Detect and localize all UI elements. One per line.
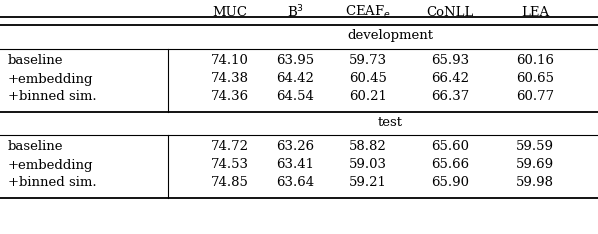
- Text: B$^3$: B$^3$: [286, 4, 304, 20]
- Text: +embedding: +embedding: [8, 158, 93, 172]
- Text: +embedding: +embedding: [8, 73, 93, 85]
- Text: development: development: [347, 29, 433, 43]
- Text: 60.65: 60.65: [516, 73, 554, 85]
- Text: MUC: MUC: [212, 6, 248, 18]
- Text: 58.82: 58.82: [349, 140, 387, 154]
- Text: 60.21: 60.21: [349, 91, 387, 103]
- Text: 60.16: 60.16: [516, 55, 554, 67]
- Text: CEAF$_e$: CEAF$_e$: [345, 4, 391, 20]
- Text: 66.37: 66.37: [431, 91, 469, 103]
- Text: 59.59: 59.59: [516, 140, 554, 154]
- Text: 59.21: 59.21: [349, 176, 387, 190]
- Text: 65.90: 65.90: [431, 176, 469, 190]
- Text: 59.98: 59.98: [516, 176, 554, 190]
- Text: baseline: baseline: [8, 55, 63, 67]
- Text: 74.36: 74.36: [211, 91, 249, 103]
- Text: 65.66: 65.66: [431, 158, 469, 172]
- Text: 65.60: 65.60: [431, 140, 469, 154]
- Text: 59.03: 59.03: [349, 158, 387, 172]
- Text: 74.38: 74.38: [211, 73, 249, 85]
- Text: 63.26: 63.26: [276, 140, 314, 154]
- Text: 60.45: 60.45: [349, 73, 387, 85]
- Text: 74.53: 74.53: [211, 158, 249, 172]
- Text: 63.64: 63.64: [276, 176, 314, 190]
- Text: 60.77: 60.77: [516, 91, 554, 103]
- Text: CoNLL: CoNLL: [426, 6, 474, 18]
- Text: 59.73: 59.73: [349, 55, 387, 67]
- Text: 74.10: 74.10: [211, 55, 249, 67]
- Text: 66.42: 66.42: [431, 73, 469, 85]
- Text: 74.85: 74.85: [211, 176, 249, 190]
- Text: 64.42: 64.42: [276, 73, 314, 85]
- Text: 63.95: 63.95: [276, 55, 314, 67]
- Text: 74.72: 74.72: [211, 140, 249, 154]
- Text: test: test: [377, 117, 402, 129]
- Text: +binned sim.: +binned sim.: [8, 176, 97, 190]
- Text: 64.54: 64.54: [276, 91, 314, 103]
- Text: 63.41: 63.41: [276, 158, 314, 172]
- Text: +binned sim.: +binned sim.: [8, 91, 97, 103]
- Text: LEA: LEA: [521, 6, 549, 18]
- Text: baseline: baseline: [8, 140, 63, 154]
- Text: 59.69: 59.69: [516, 158, 554, 172]
- Text: 65.93: 65.93: [431, 55, 469, 67]
